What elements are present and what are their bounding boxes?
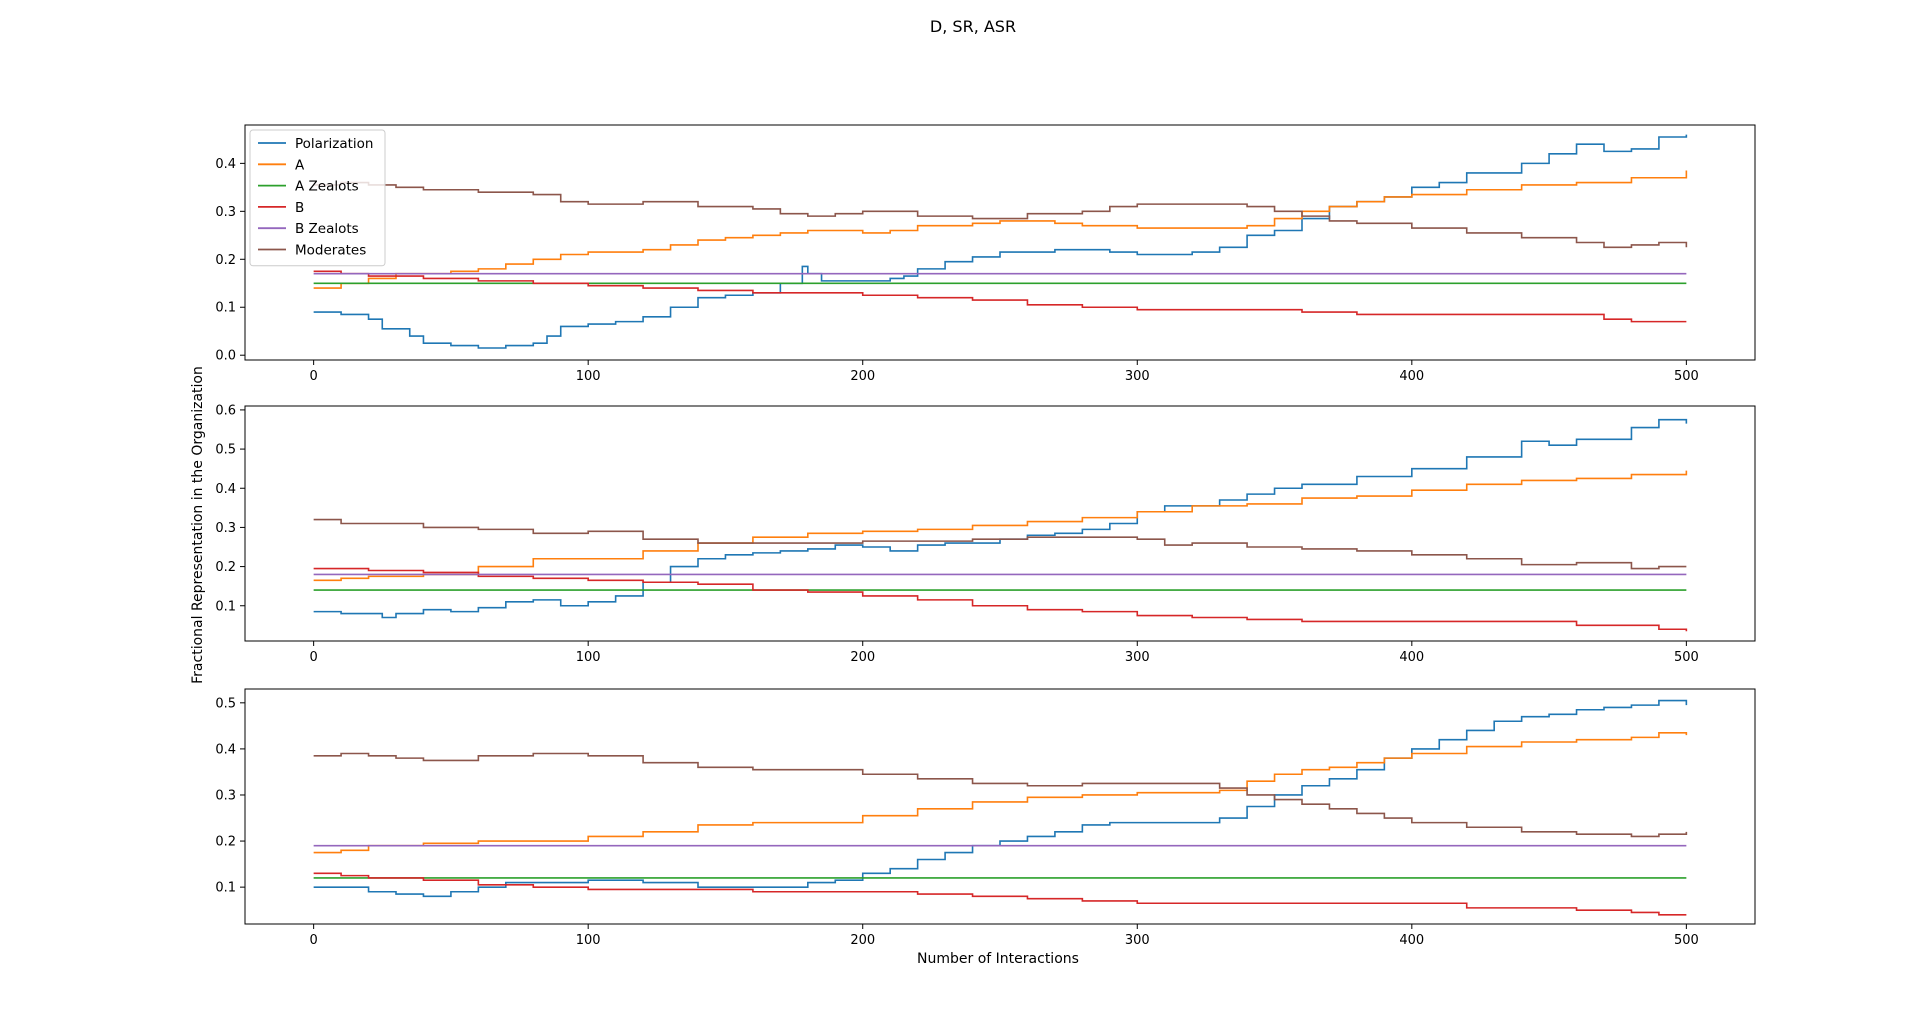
x-tick-label: 400 bbox=[1399, 933, 1424, 948]
legend-label: Moderates bbox=[295, 243, 366, 259]
x-tick-label: 0 bbox=[309, 933, 317, 948]
series-line-polarization bbox=[313, 699, 1688, 898]
x-tick-label: 300 bbox=[1125, 369, 1150, 384]
x-tick-label: 100 bbox=[576, 933, 601, 948]
series-line-polarization bbox=[313, 418, 1688, 619]
y-tick-label: 0.0 bbox=[215, 349, 236, 364]
y-tick-label: 0.5 bbox=[215, 696, 236, 711]
axes-frame bbox=[244, 124, 1756, 361]
y-tick-label: 0.4 bbox=[215, 482, 236, 497]
y-tick-label: 0.4 bbox=[215, 742, 236, 757]
x-axis-label: Number of Interactions bbox=[917, 951, 1079, 967]
legend-label: Polarization bbox=[295, 136, 373, 152]
panel-2: 0 100 200 300 400 500 0.1 0.2 0.3 0.4 0.5 0.6 bbox=[215, 403, 1756, 665]
y-tick-label: 0.2 bbox=[215, 835, 236, 850]
y-tick-label: 0.6 bbox=[215, 403, 236, 418]
x-tick-label: 200 bbox=[850, 369, 875, 384]
series-line-a bbox=[313, 731, 1688, 854]
x-tick-label: 100 bbox=[576, 369, 601, 384]
x-tick-label: 0 bbox=[309, 369, 317, 384]
series-line-moderates bbox=[313, 181, 1688, 249]
y-tick-label: 0.5 bbox=[215, 443, 236, 458]
x-tick-label: 500 bbox=[1674, 650, 1699, 665]
y-tick-label: 0.3 bbox=[215, 521, 236, 536]
x-tick-label: 200 bbox=[850, 650, 875, 665]
legend-label: A bbox=[295, 157, 305, 173]
series-line-a bbox=[313, 470, 1688, 582]
x-tick-label: 500 bbox=[1674, 369, 1699, 384]
legend: Polarization A A Zealots B B Zealots Moderate… bbox=[249, 129, 386, 267]
panel-1: 0 100 200 300 400 500 0.0 0.1 0.2 0.3 0.4 Polarizat… bbox=[215, 124, 1756, 384]
axes-frame bbox=[244, 405, 1756, 642]
legend-label: A Zealots bbox=[295, 179, 359, 195]
x-tick-label: 200 bbox=[850, 933, 875, 948]
panel-3: 0 100 200 300 400 500 0.1 0.2 0.3 0.4 0.5 bbox=[215, 688, 1756, 948]
x-tick-label: 0 bbox=[309, 650, 317, 665]
y-tick-label: 0.1 bbox=[215, 881, 236, 896]
x-tick-label: 300 bbox=[1125, 650, 1150, 665]
series-line-b bbox=[313, 872, 1687, 916]
y-tick-label: 0.2 bbox=[215, 560, 236, 575]
y-tick-label: 0.2 bbox=[215, 253, 236, 268]
y-tick-label: 0.1 bbox=[215, 301, 236, 316]
x-tick-label: 100 bbox=[576, 650, 601, 665]
x-tick-label: 300 bbox=[1125, 933, 1150, 948]
series-line-b bbox=[313, 270, 1687, 323]
y-tick-label: 0.3 bbox=[215, 788, 236, 803]
x-tick-label: 400 bbox=[1399, 650, 1424, 665]
series-line-a bbox=[313, 170, 1688, 289]
y-tick-label: 0.4 bbox=[215, 157, 236, 172]
y-tick-label: 0.3 bbox=[215, 205, 236, 220]
series-line-moderates bbox=[313, 752, 1688, 838]
legend-label: B Zealots bbox=[295, 221, 359, 237]
x-tick-label: 400 bbox=[1399, 369, 1424, 384]
y-axis-label: Fractional Representation in the Organiz… bbox=[190, 366, 206, 684]
figure-title: D, SR, ASR bbox=[930, 17, 1016, 36]
legend-label: B bbox=[295, 200, 304, 216]
axes-frame bbox=[244, 688, 1756, 925]
series-line-moderates bbox=[313, 518, 1687, 570]
x-tick-label: 500 bbox=[1674, 933, 1699, 948]
series-line-b bbox=[313, 567, 1688, 632]
y-tick-label: 0.1 bbox=[215, 599, 236, 614]
series-line-polarization bbox=[313, 134, 1688, 349]
